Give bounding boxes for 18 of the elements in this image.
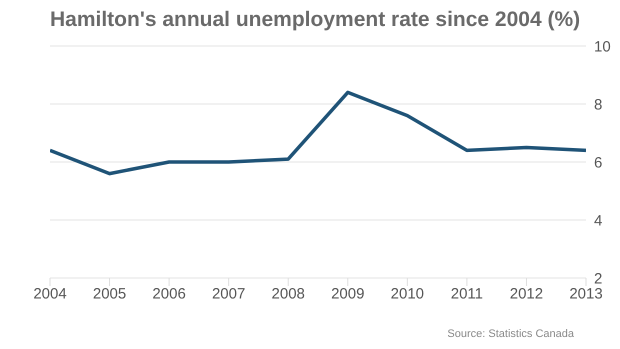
line-series [50, 90, 586, 176]
y-tick-label: 10 [594, 38, 611, 56]
x-tick-label: 2005 [92, 286, 126, 303]
y-tick-label: 4 [594, 212, 602, 230]
y-tick-label: 8 [594, 96, 602, 114]
y-tick-label: 6 [594, 154, 602, 172]
y-tick-label: 2 [594, 270, 602, 288]
x-tick-label: 2013 [569, 286, 603, 303]
x-tick-label: 2010 [390, 286, 424, 303]
x-tick-label: 2006 [152, 286, 186, 303]
x-tick-label: 2008 [272, 286, 305, 303]
x-tick-label: 2011 [450, 286, 484, 303]
x-tick-label: 2004 [33, 286, 67, 303]
x-tick-label: 2009 [331, 286, 364, 303]
source-note: Source: Statistics Canada [447, 328, 574, 340]
chart-title: Hamilton's annual unemployment rate since 2004 (%) [50, 8, 580, 32]
x-tick-label: 2007 [212, 286, 246, 303]
x-tick-label: 2012 [510, 286, 544, 303]
